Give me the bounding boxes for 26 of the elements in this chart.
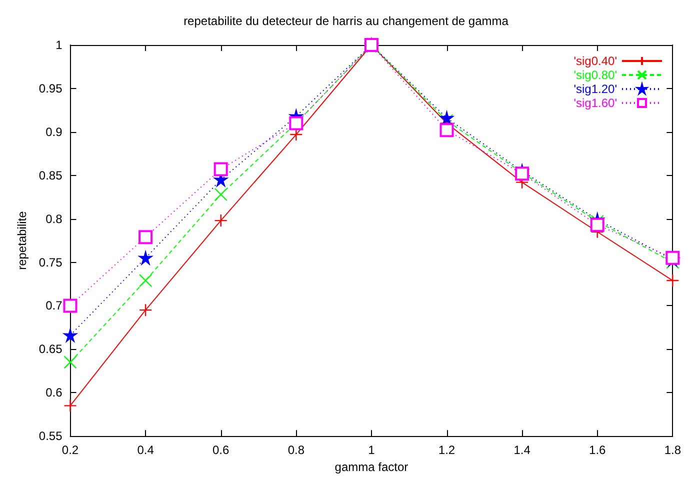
y-tick-label: 0.75 [38, 255, 63, 270]
x-tick-label: 0.2 [62, 443, 79, 458]
legend-label: 'sig1.20' [574, 82, 617, 96]
x-axis-title: gamma factor [334, 460, 408, 474]
x-tick-label: 1.8 [664, 443, 682, 458]
y-tick-label: 0.85 [38, 168, 63, 182]
y-tick-label: 0.6 [46, 386, 63, 400]
y-tick-label: 1 [56, 38, 63, 52]
y-tick-label: 0.7 [46, 298, 63, 313]
x-tick-label: 0.6 [212, 443, 230, 458]
y-tick-label: 0.95 [38, 81, 63, 96]
legend-label: 'sig0.40' [574, 54, 617, 68]
y-tick-label: 0.65 [38, 342, 63, 356]
x-tick-label: 1 [368, 443, 376, 458]
y-tick-label: 0.55 [38, 429, 63, 444]
y-tick-label: 0.8 [46, 212, 63, 226]
legend-label: 'sig1.60' [574, 96, 617, 110]
x-tick-label: 0.4 [137, 443, 154, 458]
x-tick-label: 1.2 [438, 443, 456, 458]
x-tick-label: 1.6 [589, 443, 606, 458]
legend-label: 'sig0.80' [574, 68, 617, 82]
y-axis-title: repetabilite [15, 210, 29, 270]
y-tick-label: 0.9 [46, 124, 63, 139]
x-tick-label: 1.4 [514, 443, 531, 458]
x-tick-label: 0.8 [288, 443, 305, 458]
chart-title: repetabilite du detecteur de harris au changement de gamma [184, 14, 509, 28]
